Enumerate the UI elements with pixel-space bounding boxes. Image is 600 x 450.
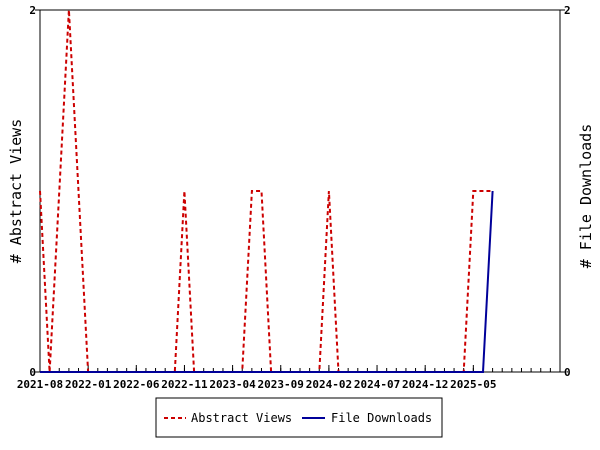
- legend-label-file-downloads: File Downloads: [331, 411, 432, 425]
- legend: Abstract Views File Downloads: [155, 397, 443, 438]
- x-tick-label: 2022-01: [65, 378, 112, 391]
- y-left-tick-label: 0: [29, 366, 36, 379]
- y-axis-left-label: # Abstract Views: [7, 119, 25, 264]
- x-tick-label: 2024-07: [354, 378, 400, 391]
- series-line-file-downloads: [40, 190, 494, 373]
- legend-label-abstract-views: Abstract Views: [191, 411, 292, 425]
- x-tick-label: 2022-11: [161, 378, 208, 391]
- y-axis-ticks: 0 2 0 2: [29, 4, 570, 379]
- series-line-abstract-views: [39, 9, 493, 373]
- x-tick-label: 2025-05: [450, 378, 496, 391]
- x-tick-label: 2021-08: [17, 378, 63, 391]
- legend-box: [155, 397, 443, 438]
- y-right-tick-label: 0: [564, 366, 571, 379]
- x-tick-label: 2023-04: [209, 378, 256, 391]
- y-axis-right-label: # File Downloads: [577, 124, 595, 269]
- x-tick-label: 2022-06: [113, 378, 160, 391]
- series-layer: [39, 9, 494, 373]
- x-tick-label: 2023-09: [258, 378, 304, 391]
- y-left-tick-label: 2: [29, 4, 36, 17]
- x-tick-label: 2024-12: [402, 378, 448, 391]
- x-axis-ticks: 2021-08 2022-01 2022-06 2022-11 2023-04 2023-…: [17, 365, 561, 391]
- x-tick-label: 2024-02: [306, 378, 352, 391]
- y-right-tick-label: 2: [564, 4, 571, 17]
